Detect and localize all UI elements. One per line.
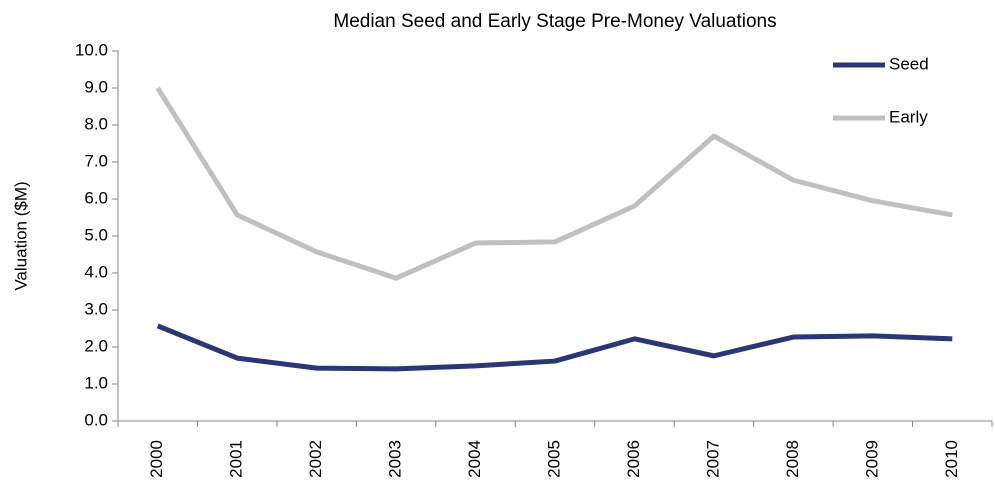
y-tick-label: 2.0: [84, 336, 108, 355]
legend-label: Seed: [889, 54, 929, 73]
y-tick-label: 0.0: [84, 410, 108, 429]
y-tick-label: 3.0: [84, 299, 108, 318]
legend-label: Early: [889, 107, 928, 126]
y-tick-label: 10.0: [75, 40, 108, 59]
x-tick-label: 2010: [942, 440, 961, 478]
y-tick-label: 4.0: [84, 262, 108, 281]
series-line: [155, 86, 953, 281]
x-tick-label: 2009: [862, 440, 881, 478]
x-tick-label: 2002: [306, 440, 325, 478]
y-tick-label: 6.0: [84, 188, 108, 207]
y-tick-label: 5.0: [84, 225, 108, 244]
series-line: [156, 323, 953, 372]
chart-title: Median Seed and Early Stage Pre-Money Va…: [333, 11, 776, 32]
x-tick-label: 2005: [544, 440, 563, 478]
y-tick-label: 7.0: [84, 151, 108, 170]
y-tick-label: 1.0: [84, 373, 108, 392]
x-tick-label: 2004: [465, 440, 484, 478]
x-tick-label: 2003: [386, 440, 405, 478]
y-axis-label: Valuation ($M): [11, 181, 30, 290]
x-tick-label: 2008: [783, 440, 802, 478]
y-tick-label: 9.0: [84, 77, 108, 96]
x-tick-label: 2000: [147, 440, 166, 478]
y-tick-label: 8.0: [84, 114, 108, 133]
x-tick-label: 2007: [703, 440, 722, 478]
x-tick-label: 2001: [227, 440, 246, 478]
x-tick-label: 2006: [624, 440, 643, 478]
